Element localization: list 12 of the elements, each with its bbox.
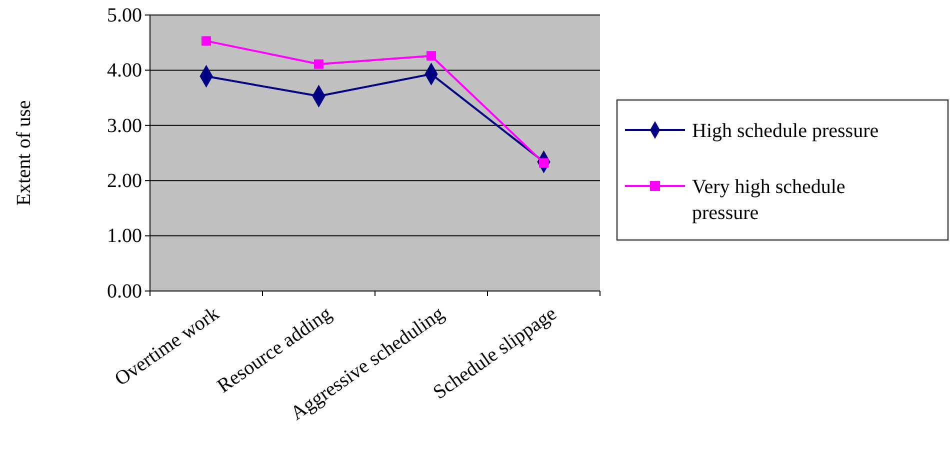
- y-axis-title: Extent of use: [13, 100, 35, 206]
- point: [426, 51, 436, 61]
- legend-label: High schedule pressure: [692, 120, 879, 142]
- y-tick-label: 3.00: [107, 114, 142, 137]
- y-tick-label: 5.00: [107, 4, 142, 26]
- y-tick-label: 1.00: [107, 225, 142, 248]
- y-tick-label: 4.00: [107, 60, 142, 82]
- point: [202, 36, 211, 46]
- y-tick-label: 2.00: [107, 170, 142, 192]
- point: [314, 59, 324, 69]
- legend-label: Very high schedule pressure: [692, 176, 846, 224]
- y-tick-label: 0.00: [107, 280, 142, 302]
